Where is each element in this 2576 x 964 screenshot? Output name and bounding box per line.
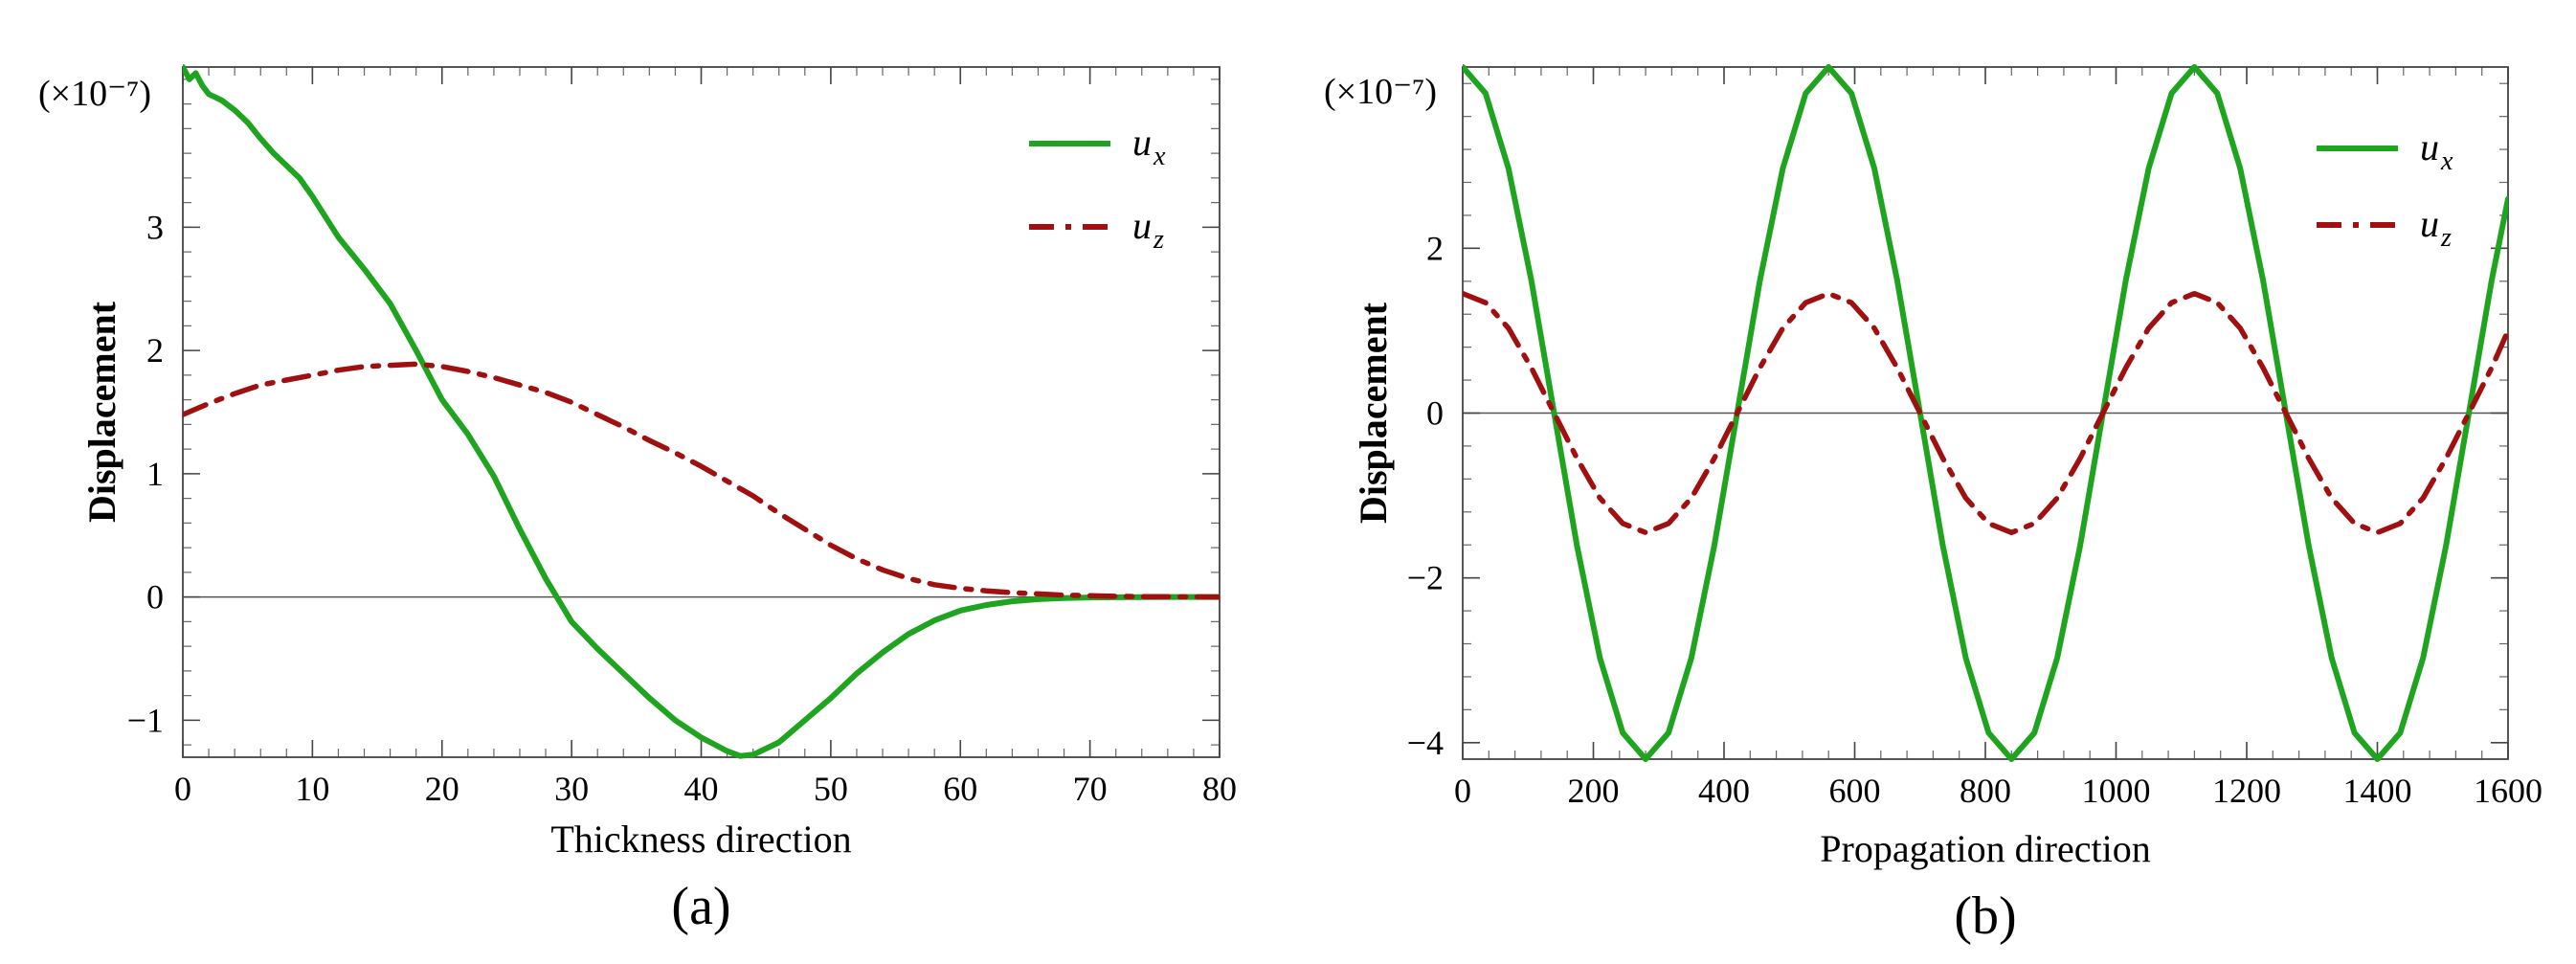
x-tick-label: 10	[295, 770, 329, 808]
y-tick-label: 0	[1426, 394, 1444, 433]
series-line-uz	[183, 361, 1220, 600]
panel-caption: (a)	[671, 877, 730, 936]
x-tick-label: 80	[1202, 770, 1237, 808]
y-tick-label: 0	[146, 578, 164, 617]
y-tick-label: 1	[146, 455, 164, 493]
x-tick-label: 40	[684, 770, 719, 808]
x-tick-label: 0	[1454, 772, 1471, 810]
x-tick-label: 800	[1960, 772, 2011, 810]
y-axis-label: Displacement	[1352, 302, 1395, 524]
legend-label: u	[2420, 202, 2439, 245]
panel-caption: (b)	[1954, 886, 2016, 946]
x-tick-label: 1400	[2343, 772, 2412, 810]
y-tick-label: −2	[1407, 559, 1444, 597]
x-tick-label: 30	[554, 770, 589, 808]
y-tick-label: −4	[1407, 724, 1444, 762]
y-tick-label: 3	[146, 208, 164, 246]
plot-frame	[1462, 66, 2509, 760]
x-tick-label: 400	[1698, 772, 1750, 810]
x-tick-label: 50	[814, 770, 848, 808]
series-line-ux	[183, 64, 1220, 759]
series-line-uz	[1463, 290, 2508, 536]
y-tick-label: −1	[127, 701, 164, 739]
y-tick-label: 2	[1426, 229, 1444, 267]
legend-subscript: z	[1153, 225, 1164, 255]
x-tick-label: 0	[174, 770, 191, 808]
legend-label: u	[2420, 125, 2439, 168]
x-tick-label: 1000	[2082, 772, 2151, 810]
legend-subscript: z	[2440, 223, 2452, 253]
x-tick-label: 200	[1568, 772, 1620, 810]
x-axis-label: Propagation direction	[1820, 827, 2150, 870]
legend-subscript: x	[2440, 146, 2453, 176]
x-tick-label: 60	[943, 770, 977, 808]
x-tick-label: 20	[425, 770, 459, 808]
y-tick-label: 2	[146, 331, 164, 370]
x-tick-label: 1200	[2212, 772, 2281, 810]
x-tick-label: 600	[1829, 772, 1881, 810]
legend-label: u	[1132, 204, 1152, 247]
y-scale-label: (×10⁻⁷)	[1324, 72, 1437, 112]
x-axis-label: Thickness direction	[550, 818, 851, 861]
y-axis-label: Displacement	[80, 301, 123, 523]
legend-subscript: x	[1153, 142, 1166, 171]
legend-label: u	[1132, 121, 1152, 164]
plot-frame	[182, 66, 1221, 758]
x-tick-label: 70	[1073, 770, 1108, 808]
series-line-ux	[1463, 64, 2508, 762]
y-scale-label: (×10⁻⁷)	[38, 74, 151, 114]
x-tick-label: 1600	[2474, 772, 2542, 810]
